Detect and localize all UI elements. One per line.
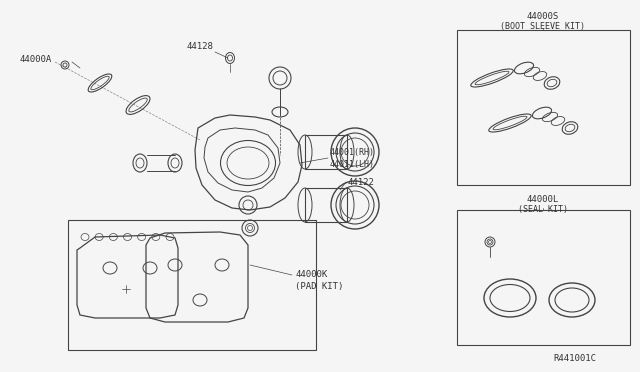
Bar bbox=[305, 188, 347, 222]
Text: (PAD KIT): (PAD KIT) bbox=[295, 282, 344, 291]
Text: 44000K: 44000K bbox=[295, 270, 327, 279]
Text: 44000S: 44000S bbox=[527, 12, 559, 21]
Text: 44122: 44122 bbox=[348, 178, 375, 187]
Text: R441001C: R441001C bbox=[554, 354, 596, 363]
Text: 44000L: 44000L bbox=[527, 195, 559, 204]
Bar bbox=[68, 220, 316, 350]
Text: 44128: 44128 bbox=[187, 42, 213, 51]
Bar bbox=[305, 135, 347, 169]
Text: 44001(RH): 44001(RH) bbox=[330, 148, 375, 157]
Bar bbox=[457, 30, 630, 185]
Text: (BOOT SLEEVE KIT): (BOOT SLEEVE KIT) bbox=[500, 22, 586, 31]
Text: (SEAL KIT): (SEAL KIT) bbox=[518, 205, 568, 214]
Text: 44000A: 44000A bbox=[20, 55, 52, 64]
Text: 44011(LH): 44011(LH) bbox=[330, 160, 375, 169]
Bar bbox=[457, 210, 630, 345]
